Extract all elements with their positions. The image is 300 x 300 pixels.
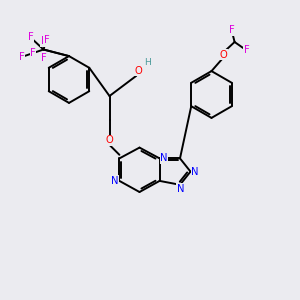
Text: F: F bbox=[28, 32, 34, 43]
Text: N: N bbox=[191, 167, 199, 177]
Text: F: F bbox=[244, 45, 250, 56]
Text: F: F bbox=[19, 52, 25, 62]
Text: N: N bbox=[160, 153, 168, 164]
Text: N: N bbox=[111, 176, 119, 186]
Text: F: F bbox=[229, 25, 235, 35]
Text: O: O bbox=[106, 135, 113, 146]
Text: N: N bbox=[177, 184, 184, 194]
Text: O: O bbox=[220, 50, 227, 60]
Text: F: F bbox=[30, 47, 36, 58]
Text: F: F bbox=[41, 53, 47, 63]
Text: O: O bbox=[135, 65, 142, 76]
Text: F: F bbox=[40, 36, 46, 46]
Text: H: H bbox=[144, 58, 151, 67]
Text: F: F bbox=[44, 34, 50, 45]
